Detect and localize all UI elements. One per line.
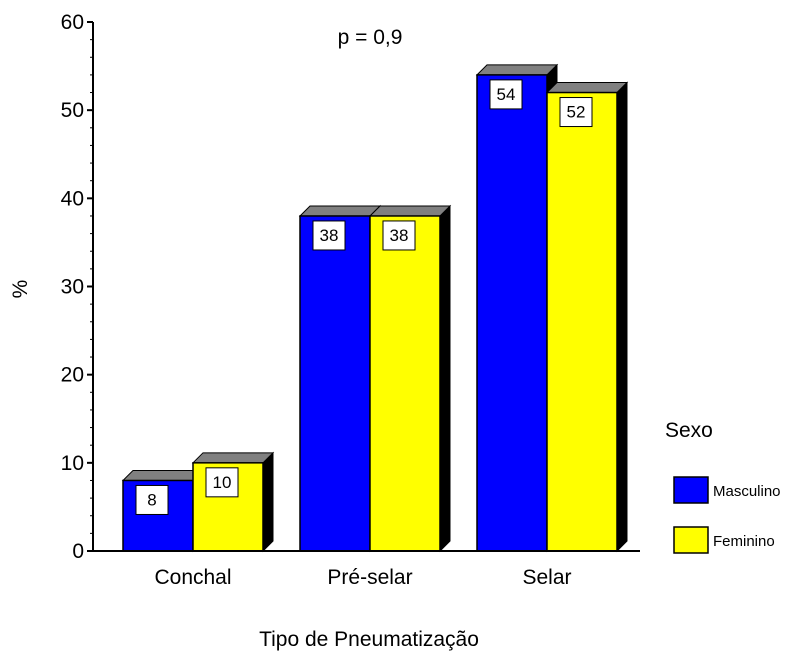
bar-top xyxy=(191,452,275,464)
bar-front xyxy=(299,215,371,552)
x-tick-label: Pré-selar xyxy=(327,566,412,589)
y-tick-label: 30 xyxy=(61,276,84,299)
data-label: 8 xyxy=(147,490,156,509)
y-tick-label: 0 xyxy=(72,540,84,563)
bar-front xyxy=(546,91,618,552)
bar-masculino-0: 8 xyxy=(121,469,205,553)
legend-label: Feminino xyxy=(713,533,775,550)
bar-top xyxy=(545,82,629,94)
x-axis-title: Tipo de Pneumatização xyxy=(259,628,479,651)
bar-masculino-2: 54 xyxy=(475,63,559,553)
bar-feminino-0: 10 xyxy=(191,451,275,553)
legend: Sexo Masculino Feminino xyxy=(665,419,781,554)
bar-front xyxy=(369,215,441,552)
bar-side xyxy=(616,81,628,553)
data-label-box xyxy=(205,467,239,498)
data-label-box xyxy=(312,220,346,251)
y-tick-label: 60 xyxy=(61,11,84,34)
p-value-annotation: p = 0,9 xyxy=(338,26,403,49)
legend-title: Sexo xyxy=(665,419,713,442)
data-label-box xyxy=(559,97,593,128)
data-label-box xyxy=(489,79,523,110)
data-label-box xyxy=(382,220,416,251)
data-label: 52 xyxy=(567,103,586,122)
legend-swatch-feminino xyxy=(673,526,709,554)
bar-side xyxy=(262,451,274,553)
bar-masculino-1: 38 xyxy=(298,204,382,553)
x-tick-label: Selar xyxy=(522,566,571,589)
legend-label: Masculino xyxy=(713,483,781,500)
legend-swatch-masculino xyxy=(673,476,709,504)
data-label: 54 xyxy=(497,85,516,104)
bar-top xyxy=(368,205,452,217)
bar-top xyxy=(121,469,205,481)
bar-feminino-1: 38 xyxy=(368,204,452,553)
y-axis: 0 10 20 30 40 50 60 xyxy=(61,11,94,563)
data-label: 38 xyxy=(390,226,409,245)
y-tick-label: 40 xyxy=(61,187,84,210)
y-axis-title: % xyxy=(9,280,32,299)
bar-top xyxy=(298,205,382,217)
data-label: 38 xyxy=(320,226,339,245)
x-axis-labels: Conchal Pré-selar Selar xyxy=(154,566,571,589)
bar-front xyxy=(476,74,548,552)
y-tick-label: 10 xyxy=(61,452,84,475)
bar-top xyxy=(475,64,559,76)
data-label-box xyxy=(135,484,169,515)
x-tick-label: Conchal xyxy=(154,566,231,589)
y-tick-label: 50 xyxy=(61,99,84,122)
bars: 8 10 38 38 54 52 xyxy=(93,63,640,553)
bar-side xyxy=(439,204,451,553)
bar-feminino-2: 52 xyxy=(545,81,629,553)
y-tick-label: 20 xyxy=(61,364,84,387)
data-label: 10 xyxy=(213,473,232,492)
